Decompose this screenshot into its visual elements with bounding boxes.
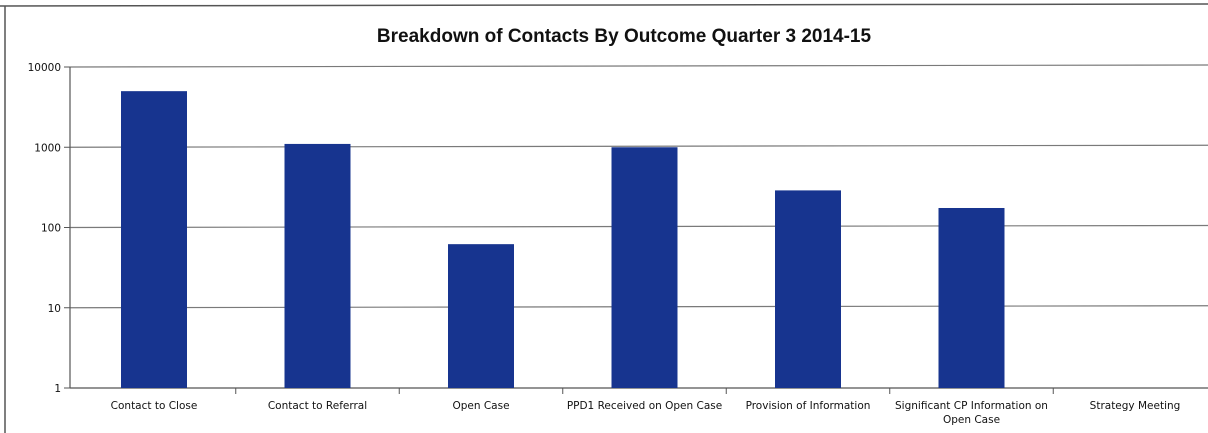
y-tick-labels: 1 10 100 1000 10000 (28, 62, 61, 395)
bar (121, 91, 187, 388)
x-tick-label: Significant CP Information on (895, 400, 1048, 412)
x-tick-label: Contact to Close (111, 400, 198, 412)
bar (775, 190, 841, 388)
x-tick-label: Open Case (452, 400, 509, 412)
y-tick-label: 100 (41, 223, 61, 235)
x-tick-label: PPD1 Received on Open Case (567, 400, 722, 412)
gridline (69, 64, 1208, 68)
x-tick-label: Contact to Referral (268, 400, 367, 412)
bar (938, 207, 1005, 388)
x-tick-label: Open Case (943, 414, 1000, 426)
y-tick-label: 1000 (34, 142, 61, 154)
chart-title: Breakdown of Contacts By Outcome Quarter… (377, 26, 872, 47)
bar (284, 143, 351, 388)
category-labels: Contact to Close Contact to Referral Open … (111, 400, 1181, 426)
y-tick-label: 10000 (28, 62, 61, 74)
x-tick-label: Provision of Information (746, 400, 871, 412)
bars (121, 91, 1005, 388)
x-tick-label: Strategy Meeting (1090, 400, 1181, 412)
y-tick-label: 10 (48, 303, 61, 315)
y-tick-label: 1 (54, 383, 61, 395)
bar (611, 147, 678, 388)
frame-top-border (0, 3, 1208, 7)
bar (448, 244, 514, 388)
gridline (69, 144, 1208, 148)
